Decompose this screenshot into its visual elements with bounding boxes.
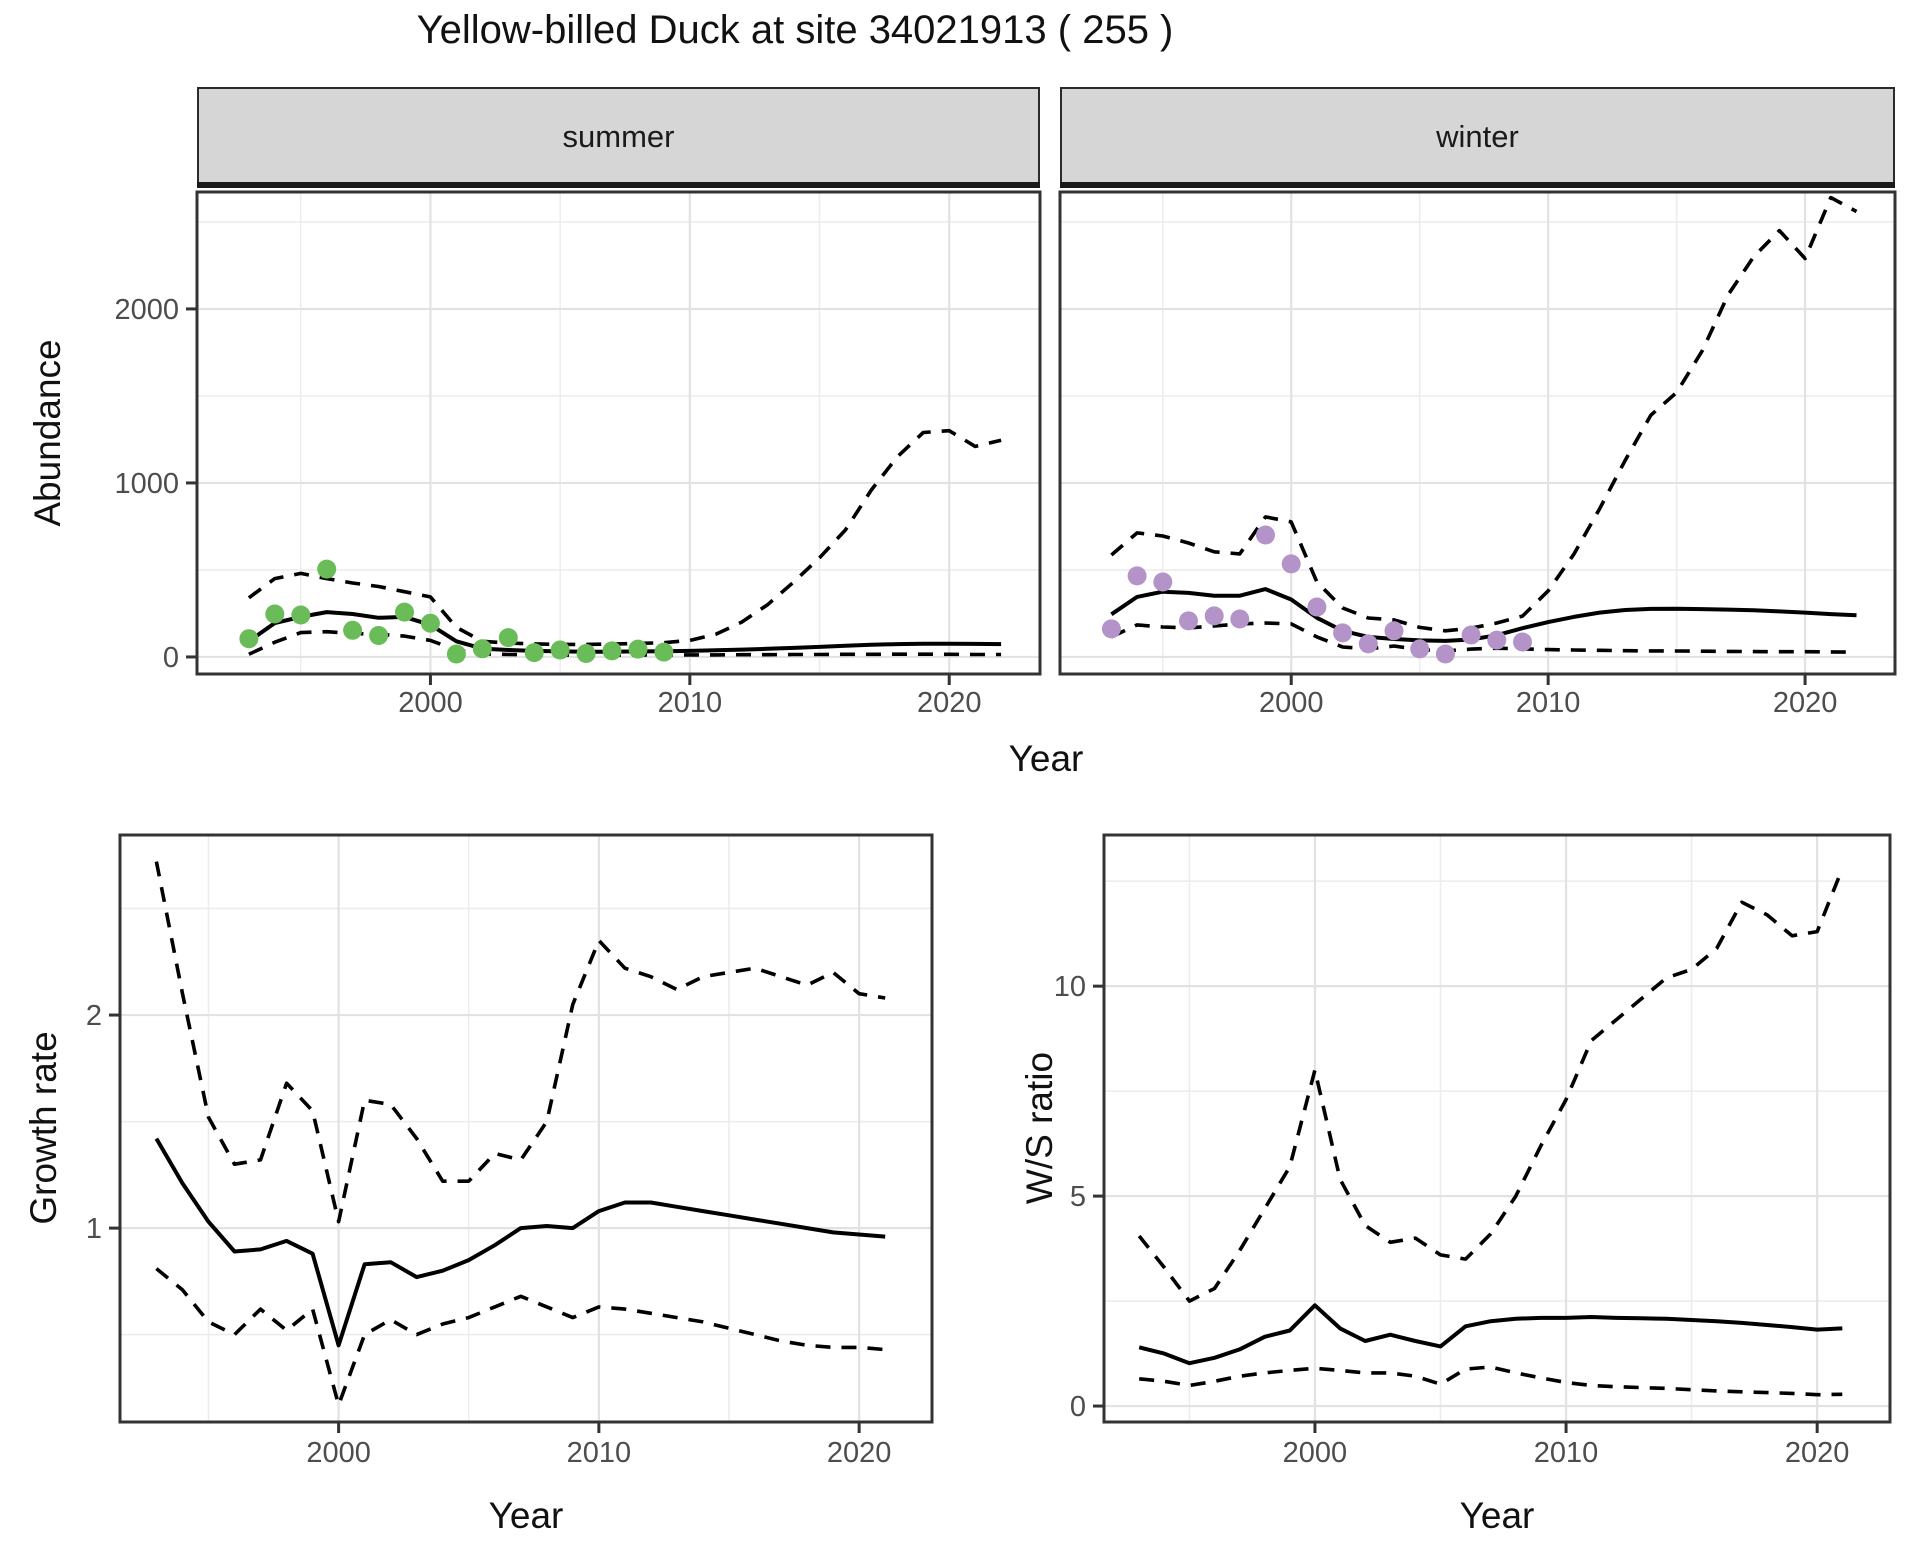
observed-point <box>628 639 648 659</box>
observed-point <box>1333 623 1353 643</box>
abundance-winter-upper_ci-line <box>1110 195 1858 633</box>
observed-point <box>1384 621 1404 641</box>
panel-abundance-summer: 2000 2010 2020 0 1000 2000 <box>114 190 1042 719</box>
ws-ratio-upper_ci-line <box>1137 867 1844 1303</box>
panel-growth-rate: 2000 2010 2020 1 2 <box>86 833 934 1469</box>
facet-strip-summer-label: summer <box>562 119 675 154</box>
x-tick-label: 2020 <box>1785 1437 1850 1469</box>
facet-strip-summer-bottom-bar <box>197 182 1040 188</box>
observed-point <box>1101 619 1121 639</box>
facet-strip-winter-label: winter <box>1436 119 1519 154</box>
x-tick-label: 2000 <box>1283 1437 1348 1469</box>
chart-title: Yellow-billed Duck at site 34021913 ( 25… <box>416 8 1174 52</box>
x-tick-label: 2010 <box>658 687 723 719</box>
year-axis-title-top: Year <box>1008 738 1084 779</box>
observed-point <box>1487 630 1507 650</box>
observed-point <box>1281 554 1301 574</box>
observed-point <box>446 644 466 664</box>
observed-point <box>420 613 440 633</box>
y-tick-label: 0 <box>163 642 179 674</box>
x-tick-label: 2020 <box>917 687 982 719</box>
x-tick-label: 2000 <box>306 1437 371 1469</box>
observed-point <box>654 642 674 662</box>
observed-point <box>265 604 285 624</box>
x-tick-label: 2020 <box>827 1437 892 1469</box>
observed-point <box>1153 572 1173 592</box>
x-tick-label: 2010 <box>1534 1437 1599 1469</box>
observed-point <box>1179 611 1198 631</box>
abundance-summer-upper_ci-line <box>247 428 1002 647</box>
x-tick-label: 2000 <box>398 687 463 719</box>
x-tick-label: 2020 <box>1773 687 1838 719</box>
observed-point <box>1230 609 1250 629</box>
y-tick-label: 1000 <box>114 468 179 500</box>
observed-point <box>239 629 259 649</box>
observed-point <box>498 628 518 648</box>
facet-strip-winter-bottom-bar <box>1060 182 1895 188</box>
abundance-winter-observed-points <box>1101 525 1532 664</box>
observed-point <box>1127 566 1147 586</box>
observed-point <box>369 626 389 645</box>
panel-border <box>1058 190 1897 676</box>
growth-rate-fit-line <box>154 1137 886 1348</box>
observed-point <box>550 640 570 660</box>
panel-border <box>195 190 1042 676</box>
observed-point <box>1307 597 1327 617</box>
abundance-summer-fit-line <box>247 610 1002 654</box>
observed-point <box>343 620 363 640</box>
abundance-winter-fit-line <box>1110 587 1857 643</box>
facet-strip-winter: winter <box>1060 87 1895 187</box>
observed-point <box>602 641 622 661</box>
y-tick-label: 1 <box>86 1213 102 1245</box>
year-axis-title-bottom-left: Year <box>488 1495 564 1536</box>
panel-border <box>118 833 934 1424</box>
ws-ratio-fit-line <box>1138 1303 1843 1366</box>
observed-point <box>472 639 492 659</box>
observed-point <box>291 605 311 625</box>
observed-point <box>1461 625 1481 645</box>
y-tick-label: 2 <box>86 1000 102 1032</box>
facet-strip-summer: summer <box>197 87 1040 187</box>
observed-point <box>395 602 414 622</box>
x-tick-label: 2000 <box>1259 687 1324 719</box>
growth-rate-lower_ci-line <box>155 1267 886 1407</box>
growth-rate-upper_ci-line <box>154 861 886 1224</box>
x-tick-label: 2010 <box>1516 687 1581 719</box>
observed-point <box>1204 606 1224 626</box>
observed-point <box>1410 639 1430 659</box>
panel-border <box>1102 833 1892 1424</box>
observed-point <box>1256 525 1275 545</box>
observed-point <box>317 559 337 579</box>
panel-ws-ratio: 2000 2010 2020 0 5 10 <box>1054 833 1892 1469</box>
abundance-winter-lower_ci-line <box>1110 621 1857 654</box>
y-tick-label: 2000 <box>114 294 179 326</box>
abundance-summer-lower_ci-line <box>248 629 1002 657</box>
abundance-summer-observed-points <box>239 559 674 664</box>
y-tick-label: 10 <box>1054 971 1086 1003</box>
observed-point <box>576 644 596 663</box>
y-tick-label: 5 <box>1070 1181 1086 1213</box>
ws-ratio-lower_ci-line <box>1139 1365 1843 1397</box>
observed-point <box>1358 634 1378 654</box>
panel-abundance-winter: 2000 2010 2020 <box>1058 190 1897 719</box>
y-tick-label: 0 <box>1070 1391 1086 1423</box>
year-axis-title-bottom-right: Year <box>1459 1495 1535 1536</box>
x-tick-label: 2010 <box>567 1437 632 1469</box>
observed-point <box>1435 644 1455 664</box>
observed-point <box>1513 632 1532 652</box>
observed-point <box>524 643 544 663</box>
